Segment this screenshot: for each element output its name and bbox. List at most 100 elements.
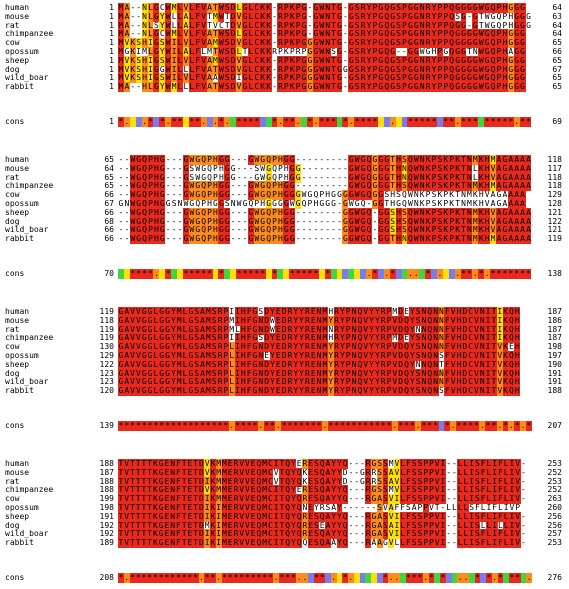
residue: M: [321, 307, 328, 317]
residue: V: [123, 73, 130, 84]
consensus-symbol: *: [519, 269, 526, 279]
residue: Y: [366, 29, 372, 40]
residue: E: [227, 511, 233, 522]
residue: K: [259, 3, 266, 13]
residue: A: [496, 163, 502, 174]
consensus-symbol: *: [246, 421, 253, 431]
residue: P: [422, 520, 429, 531]
residue: Q: [319, 511, 325, 522]
residue: Q: [296, 511, 302, 522]
residue: G: [158, 324, 165, 335]
residue: F: [175, 520, 182, 531]
residue: H: [240, 368, 247, 379]
residue: R: [333, 333, 340, 344]
residue: -: [177, 225, 183, 235]
residue: D: [230, 47, 237, 57]
residue: A: [513, 234, 520, 245]
consensus-symbol: [307, 573, 314, 583]
residue: K: [442, 234, 449, 245]
residue: T: [330, 29, 337, 40]
residue: G: [360, 216, 367, 227]
residue: F: [194, 73, 201, 84]
residue: M: [261, 485, 268, 496]
residue: V: [135, 324, 142, 335]
consensus-symbols: *. .* *.** **. .*. **** *.**. *.*** *.**…: [118, 117, 532, 127]
residue: P: [442, 55, 449, 66]
species-name: dog: [5, 368, 20, 378]
residue: G: [360, 190, 367, 201]
consensus-symbol: *: [525, 421, 532, 431]
residue: Q: [356, 359, 363, 370]
residue: G: [265, 199, 272, 209]
species-name: chimpanzee: [5, 181, 54, 191]
residue: M: [221, 459, 228, 469]
residue: M: [472, 155, 479, 165]
residue: -: [348, 538, 354, 548]
consensus-symbol: *: [152, 573, 159, 583]
residue: G: [348, 38, 355, 49]
sequence-row: sheep 122 GAVVGGLGGYMLGSAMSRPLIHFGNDYEDRYY…: [0, 359, 569, 370]
residue: P: [422, 485, 429, 496]
residue: H: [514, 307, 521, 317]
residue: R: [217, 324, 223, 335]
residue: I: [215, 529, 222, 540]
residue: Y: [170, 342, 177, 353]
residue: E: [275, 342, 282, 353]
consensus-symbol: [354, 269, 361, 279]
consensus-symbol: .: [224, 117, 231, 127]
residue: G: [187, 368, 194, 379]
residue: K: [472, 199, 478, 208]
consensus-symbol: *: [147, 421, 153, 431]
residue: Q: [200, 234, 207, 245]
residue: T: [141, 511, 147, 522]
residue: T: [181, 485, 187, 496]
residue: K: [259, 29, 266, 40]
residue: G: [496, 199, 502, 208]
residue: G: [147, 342, 153, 353]
sequence-residues: GAVVGGLGGYMLGSAMSRPIIHFGSDYEDRYYRENMHRYP…: [118, 307, 532, 317]
residue: E: [250, 529, 256, 540]
residue: K: [425, 163, 432, 174]
residue: L: [486, 485, 492, 496]
residue: V: [123, 511, 130, 522]
residue: -: [118, 172, 124, 182]
residue: V: [273, 467, 279, 477]
residue: G: [519, 29, 526, 40]
residue: W: [165, 11, 172, 22]
end-position: 253: [547, 459, 562, 468]
residue: V: [238, 459, 245, 469]
consensus-symbols: *.************.**.*********.***.. ** . *…: [118, 573, 532, 583]
residue: L: [399, 485, 406, 496]
residue: G: [189, 199, 195, 208]
residue: Q: [284, 485, 291, 496]
residue: W: [478, 73, 485, 84]
start-position: 198: [99, 503, 114, 512]
residue: G: [218, 216, 225, 227]
residue: P: [254, 199, 260, 208]
residue: K: [259, 64, 266, 75]
consensus-symbol: *: [360, 117, 367, 127]
residue: E: [310, 359, 317, 370]
residue: G: [513, 55, 520, 66]
residue: M: [472, 207, 479, 218]
consensus-symbol: [436, 117, 443, 127]
residue: M: [490, 234, 496, 245]
residue: K: [454, 207, 461, 218]
residue: V: [236, 64, 243, 75]
residue: P: [442, 73, 449, 84]
consensus-symbol: *: [514, 421, 521, 431]
residue: Q: [342, 520, 348, 531]
residue: P: [295, 55, 302, 66]
residue: G: [159, 234, 166, 245]
residue: G: [460, 73, 467, 84]
residue: -: [313, 225, 319, 235]
residue: H: [395, 207, 402, 218]
residue: A: [325, 459, 331, 469]
residue: M: [176, 307, 183, 317]
residue: W: [478, 64, 485, 75]
residue: S: [417, 538, 423, 549]
residue: W: [253, 155, 260, 165]
residue: Q: [141, 163, 148, 174]
residue: -: [325, 234, 331, 244]
species-name: human: [5, 155, 30, 164]
